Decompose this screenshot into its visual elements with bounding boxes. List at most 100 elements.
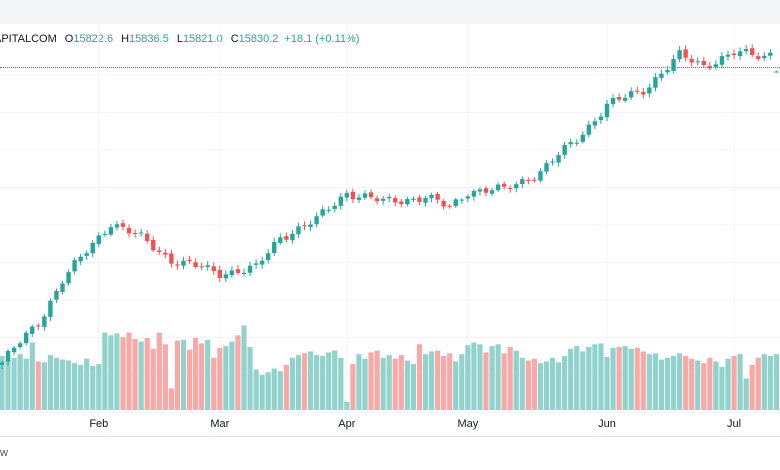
volume-bar [398,355,404,410]
high-value: 15836.5 [129,33,169,45]
candle-body [30,326,35,334]
volume-bar [126,332,132,410]
volume-bar [138,341,144,410]
volume-bar [483,352,489,410]
candle-body [756,56,761,59]
candle-body [362,193,368,198]
volume-bar [5,360,11,410]
candle-body [0,362,5,365]
volume-bar [773,354,779,410]
volume-bar [96,364,102,410]
volume-bar [701,363,707,410]
candle-body [743,48,749,52]
candle-body [429,194,434,199]
high-label: H [121,33,130,45]
candle-body [326,209,331,211]
candle-body [187,259,192,262]
volume-bar [616,347,622,410]
candle-body [580,134,585,142]
volume-bar [604,356,610,410]
volume-bar [150,348,156,410]
close-value: 15830.2 [238,33,279,45]
candle-body [453,199,458,206]
volume-bar [368,352,374,410]
candle-body [272,241,277,254]
volume-bar [156,332,162,410]
volume-bar [543,361,550,410]
volume-bar [755,357,761,410]
candle-body [417,197,422,202]
candle-body [5,351,11,362]
candle-body [762,55,767,59]
symbol-label[interactable]: APITALCOM [0,33,57,45]
volume-bar [65,360,72,410]
candle-body [586,124,592,135]
volume-bar [84,358,90,410]
candle-body [169,253,174,264]
candle-body [84,253,89,256]
candle-body [11,347,17,353]
candle-body [284,236,289,240]
volume-bar [59,359,66,410]
candle-body [604,103,610,118]
volume-bar [435,350,441,410]
candle-body [332,205,337,209]
candle-body [441,200,446,207]
volume-bar [592,344,598,410]
ohlc-legend: APITALCOM O 15822.6 H 15836.5 L 15821.0 … [0,33,359,49]
volume-bar [628,348,634,410]
close-label: C [230,33,239,45]
candle-body [774,71,779,73]
volume-bar [211,357,217,410]
x-axis: Feb Mar Apr May Jun Jul [89,418,741,430]
candles [0,44,779,369]
candle-body [175,264,180,266]
volume-bar [241,325,247,410]
x-tick-label: May [457,418,478,430]
volume-bar [332,350,338,410]
volume-bars [0,325,779,410]
volume-bar [525,360,531,410]
volume-bar [465,345,471,410]
volume-bar [495,344,501,410]
volume-bar [392,358,398,410]
volume-bar [344,401,350,410]
candle-body [423,198,428,203]
candle-body [520,179,525,185]
volume-bar [72,363,78,410]
candle-body [750,48,755,55]
candle-body [217,269,222,279]
price-chart[interactable]: Feb Mar Apr May Jun Jul [0,0,780,440]
candle-body [532,179,537,181]
volume-bar [277,371,283,410]
low-label: L [176,33,183,45]
volume-bar [386,355,392,410]
volume-bar [634,347,640,410]
volume-bar [586,347,592,410]
candle-body [768,52,773,56]
candle-body [302,225,307,227]
candle-body [447,205,452,207]
volume-bar [380,357,386,410]
candle-body [290,233,295,241]
candle-body [108,227,114,235]
volume-bar [235,335,241,410]
candle-body [42,316,47,327]
candle-body [562,144,567,155]
volume-bar [180,339,187,410]
candle-body [356,197,362,200]
volume-bar [707,357,713,410]
candle-body [48,300,53,317]
candle-body [471,190,477,197]
volume-bar [41,362,47,410]
volume-bar [410,364,416,410]
volume-bar [471,342,477,410]
candle-body [701,61,706,66]
volume-bar [670,356,677,410]
volume-bar [622,346,628,410]
volume-bar [562,356,568,410]
candle-body [308,224,313,228]
candle-body [526,180,531,182]
volume-bar [283,365,289,410]
volume-bar [580,351,586,410]
